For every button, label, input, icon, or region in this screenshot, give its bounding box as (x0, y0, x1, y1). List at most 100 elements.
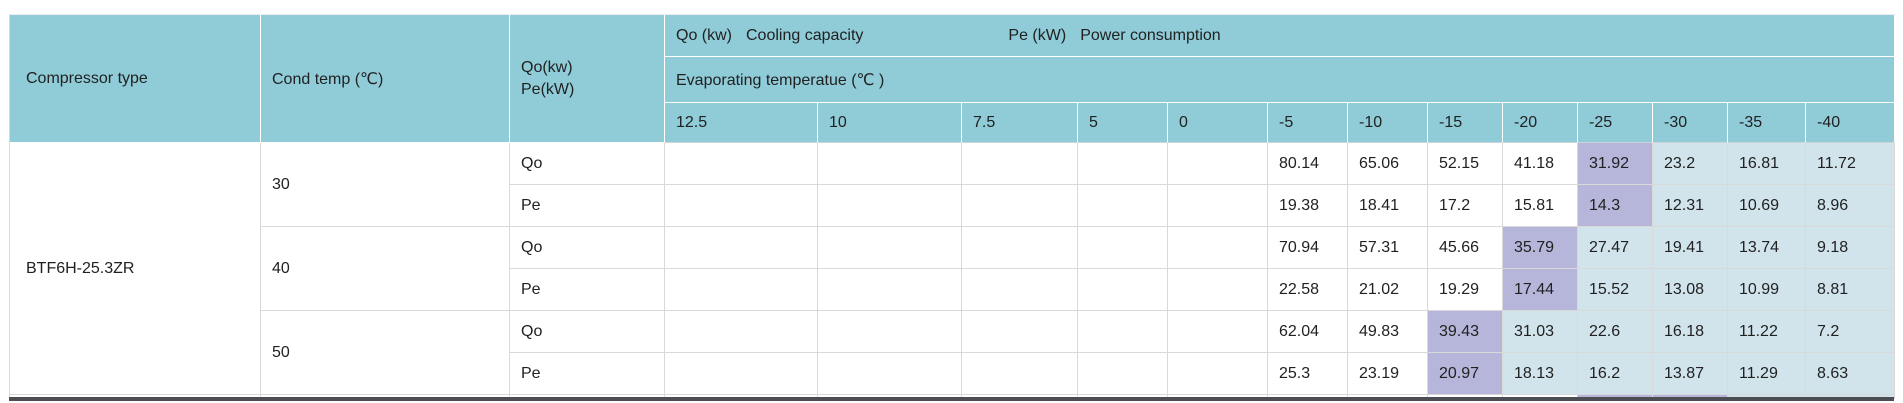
empty-value-cell (962, 353, 1078, 395)
empty-value-cell (665, 185, 818, 227)
value-cell-shaded: 8.96 (1806, 185, 1896, 227)
value-cell-shaded: 16.81 (1728, 143, 1806, 185)
empty-value-cell (665, 227, 818, 269)
evap-col-header: -40 (1806, 103, 1896, 143)
value-cell: 49.83 (1348, 311, 1428, 353)
value-cell-highlight: 20.97 (1428, 353, 1503, 395)
empty-value-cell (1168, 227, 1268, 269)
table-bottom-edge (9, 397, 1894, 401)
value-cell: 19.38 (1268, 185, 1348, 227)
value-cell-shaded: 10.69 (1728, 185, 1806, 227)
value-cell-highlight: 14.3 (1578, 185, 1653, 227)
value-cell-shaded: 27.47 (1578, 227, 1653, 269)
value-cell: 80.14 (1268, 143, 1348, 185)
evap-col-header: 10 (818, 103, 962, 143)
evap-col-header: 5 (1078, 103, 1168, 143)
empty-value-cell (818, 143, 962, 185)
empty-value-cell (818, 269, 962, 311)
header-unit-pe: Pe(kW) (521, 80, 575, 98)
value-cell-shaded: 18.13 (1503, 353, 1578, 395)
value-cell-shaded: 12.31 (1653, 185, 1728, 227)
empty-value-cell (1078, 269, 1168, 311)
evap-col-header: 12.5 (665, 103, 818, 143)
empty-value-cell (1078, 353, 1168, 395)
empty-value-cell (1078, 227, 1168, 269)
legend-qo-label: Qo (kw) (676, 26, 732, 44)
cond-temp-cell: 50 (261, 311, 510, 395)
empty-value-cell (818, 227, 962, 269)
cond-temp-cell: 30 (261, 143, 510, 227)
empty-value-cell (665, 353, 818, 395)
value-cell-shaded: 8.63 (1806, 353, 1896, 395)
empty-value-cell (962, 185, 1078, 227)
legend-pe-label: Pe (kW) (1008, 26, 1067, 44)
value-cell: 25.3 (1268, 353, 1348, 395)
value-cell: 17.2 (1428, 185, 1503, 227)
empty-value-cell (665, 143, 818, 185)
value-cell-shaded: 7.2 (1806, 311, 1896, 353)
metric-label-cell: Qo (510, 311, 665, 353)
header-cond-temp: Cond temp (℃) (261, 15, 510, 143)
value-cell-shaded: 13.08 (1653, 269, 1728, 311)
empty-value-cell (1078, 311, 1168, 353)
value-cell: 62.04 (1268, 311, 1348, 353)
value-cell-shaded: 16.18 (1653, 311, 1728, 353)
value-cell-shaded: 10.99 (1728, 269, 1806, 311)
value-cell: 21.02 (1348, 269, 1428, 311)
empty-value-cell (665, 269, 818, 311)
metric-label-cell: Qo (510, 143, 665, 185)
header-unit: Qo(kw) Pe(kW) (510, 15, 665, 143)
empty-value-cell (1168, 185, 1268, 227)
evap-col-header: -10 (1348, 103, 1428, 143)
evap-col-header: -15 (1428, 103, 1503, 143)
value-cell-shaded: 11.22 (1728, 311, 1806, 353)
value-cell-shaded: 31.03 (1503, 311, 1578, 353)
value-cell: 70.94 (1268, 227, 1348, 269)
value-cell: 15.81 (1503, 185, 1578, 227)
value-cell-shaded: 8.81 (1806, 269, 1896, 311)
value-cell: 41.18 (1503, 143, 1578, 185)
value-cell-shaded: 19.41 (1653, 227, 1728, 269)
empty-value-cell (1168, 311, 1268, 353)
value-cell: 52.15 (1428, 143, 1503, 185)
value-cell: 23.19 (1348, 353, 1428, 395)
value-cell: 65.06 (1348, 143, 1428, 185)
evap-col-header: -30 (1653, 103, 1728, 143)
empty-value-cell (1078, 143, 1168, 185)
compressor-name-cell: BTF6H-25.3ZR (10, 143, 261, 395)
value-cell: 18.41 (1348, 185, 1428, 227)
value-cell-highlight: 39.43 (1428, 311, 1503, 353)
empty-value-cell (962, 269, 1078, 311)
evap-col-header: -5 (1268, 103, 1348, 143)
evap-col-header: -20 (1503, 103, 1578, 143)
empty-value-cell (962, 143, 1078, 185)
metric-label-cell: Pe (510, 269, 665, 311)
metric-label-cell: Pe (510, 353, 665, 395)
header-unit-qo: Qo(kw) (521, 58, 573, 76)
empty-value-cell (818, 353, 962, 395)
value-cell-shaded: 15.52 (1578, 269, 1653, 311)
value-cell-highlight: 31.92 (1578, 143, 1653, 185)
value-cell-shaded: 13.74 (1728, 227, 1806, 269)
metric-label-cell: Pe (510, 185, 665, 227)
value-cell: 22.58 (1268, 269, 1348, 311)
empty-value-cell (1168, 269, 1268, 311)
empty-value-cell (962, 311, 1078, 353)
compressor-performance-table: Compressor type Cond temp (℃) Qo(kw) Pe(… (9, 14, 1896, 399)
value-cell-shaded: 11.29 (1728, 353, 1806, 395)
empty-value-cell (962, 227, 1078, 269)
header-evap-title: Evaporating temperatue (℃ ) (665, 57, 1896, 103)
cond-temp-cell: 40 (261, 227, 510, 311)
value-cell-shaded: 23.2 (1653, 143, 1728, 185)
value-cell-shaded: 22.6 (1578, 311, 1653, 353)
legend-qo-text: Cooling capacity (746, 26, 864, 44)
evap-col-header: -25 (1578, 103, 1653, 143)
header-legend: Qo (kw) Cooling capacity Pe (kW) Power cons… (665, 15, 1896, 57)
legend-pe-text: Power consumption (1080, 26, 1221, 44)
evap-col-header: -35 (1728, 103, 1806, 143)
evap-col-header: 7.5 (962, 103, 1078, 143)
value-cell-shaded: 13.87 (1653, 353, 1728, 395)
empty-value-cell (818, 311, 962, 353)
metric-label-cell: Qo (510, 227, 665, 269)
empty-value-cell (1078, 185, 1168, 227)
